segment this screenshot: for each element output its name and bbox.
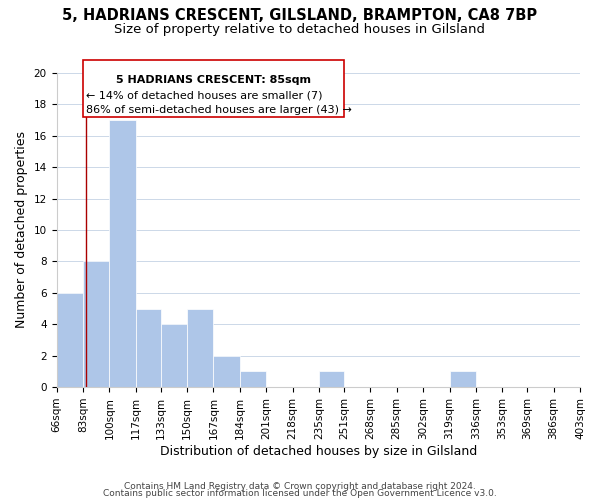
X-axis label: Distribution of detached houses by size in Gilsland: Distribution of detached houses by size … [160,444,477,458]
Bar [187,308,214,387]
Text: ← 14% of detached houses are smaller (7): ← 14% of detached houses are smaller (7) [86,90,323,100]
Bar [109,120,136,387]
Text: 5, HADRIANS CRESCENT, GILSLAND, BRAMPTON, CA8 7BP: 5, HADRIANS CRESCENT, GILSLAND, BRAMPTON… [62,8,538,22]
Bar [214,356,240,387]
Text: Contains HM Land Registry data © Crown copyright and database right 2024.: Contains HM Land Registry data © Crown c… [124,482,476,491]
Text: 5 HADRIANS CRESCENT: 85sqm: 5 HADRIANS CRESCENT: 85sqm [116,76,311,86]
Bar [449,372,476,387]
Bar [240,372,266,387]
FancyBboxPatch shape [83,60,344,117]
Bar [319,372,344,387]
Bar [136,308,161,387]
Bar [83,262,109,387]
Text: 86% of semi-detached houses are larger (43) →: 86% of semi-detached houses are larger (… [86,105,352,115]
Text: Contains public sector information licensed under the Open Government Licence v3: Contains public sector information licen… [103,490,497,498]
Bar [56,293,83,387]
Y-axis label: Number of detached properties: Number of detached properties [15,132,28,328]
Text: Size of property relative to detached houses in Gilsland: Size of property relative to detached ho… [115,22,485,36]
Bar [161,324,187,387]
